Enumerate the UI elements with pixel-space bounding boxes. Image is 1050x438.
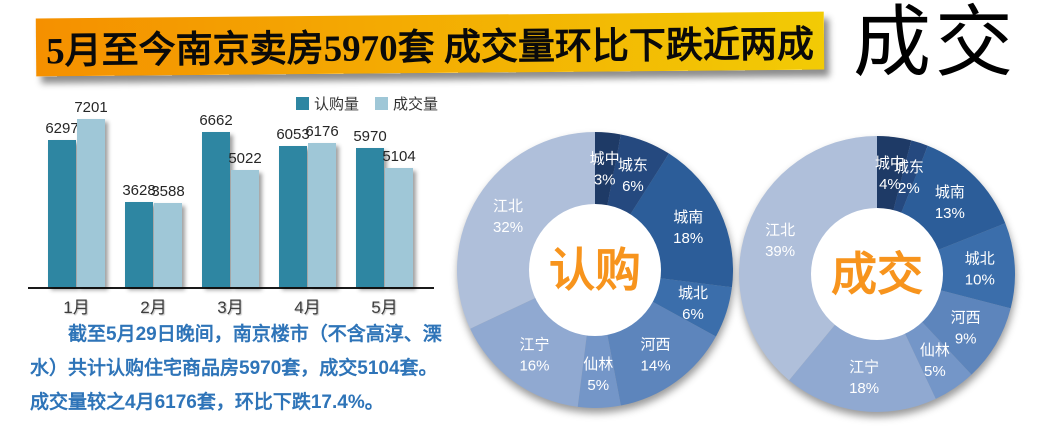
- donut-slice-江宁: [789, 324, 936, 413]
- legend-item: 认购量: [295, 93, 359, 114]
- donut-slice-城东: [893, 140, 928, 214]
- donut-slice-河西: [607, 301, 716, 406]
- bar-认购量-4月: [279, 146, 307, 287]
- bar-value-label: 5104: [382, 148, 416, 165]
- legend-item: 成交量: [374, 93, 438, 114]
- donut-slice-河西: [921, 290, 1011, 375]
- bar-chart-legend: 认购量 成交量: [295, 93, 438, 114]
- slice-label-城北: 城北 10%: [965, 251, 995, 289]
- bar-value-label: 6176: [305, 123, 339, 140]
- donut-slice-江北: [457, 132, 595, 329]
- bar-成交量-3月: [231, 170, 259, 287]
- slice-label-城中: 城中 3%: [590, 150, 620, 188]
- donut-slice-城中: [595, 132, 621, 207]
- subscription-donut-chart: 城中 3%城东 6% 城南 18% 城北 6%河西 14% 仙林 5% 江宁 16% 江北 32% 认购: [457, 132, 733, 408]
- donut-slice-城北: [937, 223, 1015, 309]
- legend-label: 成交量: [392, 96, 438, 113]
- bar-value-label: 5022: [228, 150, 262, 167]
- bar-value-label: 3628: [122, 182, 156, 199]
- donut-slice-城南: [629, 153, 733, 288]
- slice-label-江宁: 江宁 16%: [519, 336, 549, 374]
- bar-认购量-5月: [356, 148, 384, 287]
- bar-成交量-2月: [154, 203, 182, 287]
- bar-value-label: 6662: [199, 112, 233, 129]
- x-axis-tick-label: 1月: [63, 298, 90, 317]
- bar-value-label: 6053: [276, 126, 310, 143]
- bar-成交量-5月: [385, 168, 413, 287]
- slice-label-仙林: 仙林 5%: [583, 356, 613, 394]
- donut-slice-城北: [651, 278, 732, 337]
- bar-value-label: 3588: [151, 183, 185, 200]
- bar-chart-panel: 认购量 成交量 6297 7201 1月 3628 3588 2月 6662 5022 3月 605…: [28, 88, 440, 317]
- donut-hole: [811, 208, 943, 340]
- x-axis-tick-label: 3月: [217, 298, 244, 317]
- donut-center-label: 成交: [831, 248, 923, 300]
- slice-label-江北: 江北 39%: [765, 222, 795, 260]
- slice-label-城北: 城北 6%: [678, 285, 708, 323]
- donut-slice-城东: [607, 134, 669, 216]
- summary-paragraph: 截至5月29日晚间，南京楼市（不含高淳、溧水）共计认购住宅商品房5970套，成交…: [30, 324, 442, 413]
- slice-label-城东: 城东 2%: [894, 159, 924, 197]
- headline-banner: 5月至今南京卖房5970套 成交量环比下跌近两成: [35, 11, 825, 77]
- x-axis-tick-label: 5月: [371, 298, 398, 317]
- donut-slice-仙林: [577, 333, 621, 408]
- bar-value-label: 6297: [45, 120, 79, 137]
- watermark-text: 成交: [853, 0, 1018, 86]
- x-axis-line: [28, 287, 434, 289]
- legend-label: 认购量: [313, 96, 359, 113]
- slice-label-城南: 城南 13%: [935, 184, 965, 222]
- transaction-donut-chart: 城中 4%城东 2% 城南 13%城北 10% 河西 9%仙林 5% 江宁 18% 江北 39% 成交: [739, 136, 1015, 413]
- bar-认购量-3月: [202, 132, 230, 287]
- x-axis-tick-label: 2月: [140, 298, 167, 317]
- bar-成交量-1月: [77, 119, 105, 287]
- donut-slice-城中: [877, 136, 912, 212]
- slice-label-城南: 城南 18%: [673, 209, 703, 247]
- bar-chart-plot: 6297 7201 1月 3628 3588 2月 6662 5022 3月 6053 6176 4月…: [28, 88, 440, 317]
- donut-hole: [529, 204, 661, 336]
- slice-label-江北: 江北 32%: [493, 198, 523, 236]
- donut-center-label: 认购: [549, 244, 641, 296]
- bar-认购量-1月: [48, 140, 76, 287]
- slice-label-河西: 河西 14%: [641, 336, 671, 374]
- slice-label-城东: 城东 6%: [618, 157, 648, 195]
- legend-swatch: [374, 97, 388, 110]
- headline-title: 5月至今南京卖房5970套 成交量环比下跌近两成: [45, 24, 815, 73]
- donut-slice-江北: [739, 136, 877, 381]
- donut-slice-江宁: [470, 297, 587, 407]
- legend-swatch: [295, 97, 309, 110]
- donut-slice-仙林: [904, 321, 972, 399]
- slice-label-江宁: 江宁 18%: [849, 359, 879, 397]
- donut-slice-城南: [900, 145, 1006, 251]
- slice-label-城中: 城中 4%: [875, 155, 905, 193]
- bar-成交量-4月: [308, 143, 336, 287]
- x-axis-tick-label: 4月: [294, 298, 321, 317]
- slice-label-仙林: 仙林 5%: [920, 342, 950, 380]
- bar-认购量-2月: [125, 202, 153, 287]
- bar-value-label: 5970: [353, 128, 387, 145]
- slice-label-河西: 河西 9%: [951, 309, 981, 347]
- bar-value-label: 7201: [74, 99, 108, 116]
